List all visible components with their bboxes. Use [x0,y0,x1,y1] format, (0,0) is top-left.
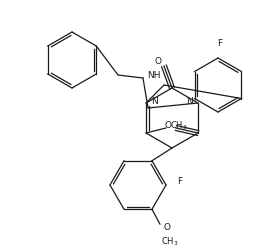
Text: CH$_3$: CH$_3$ [170,120,188,132]
Text: NH: NH [147,72,160,80]
Text: F: F [178,177,183,186]
Text: O: O [163,223,171,232]
Text: CH$_3$: CH$_3$ [161,236,179,248]
Text: O: O [155,57,162,67]
Text: N: N [187,97,193,106]
Text: F: F [217,40,223,48]
Text: N: N [151,97,157,106]
Text: O: O [164,121,171,131]
